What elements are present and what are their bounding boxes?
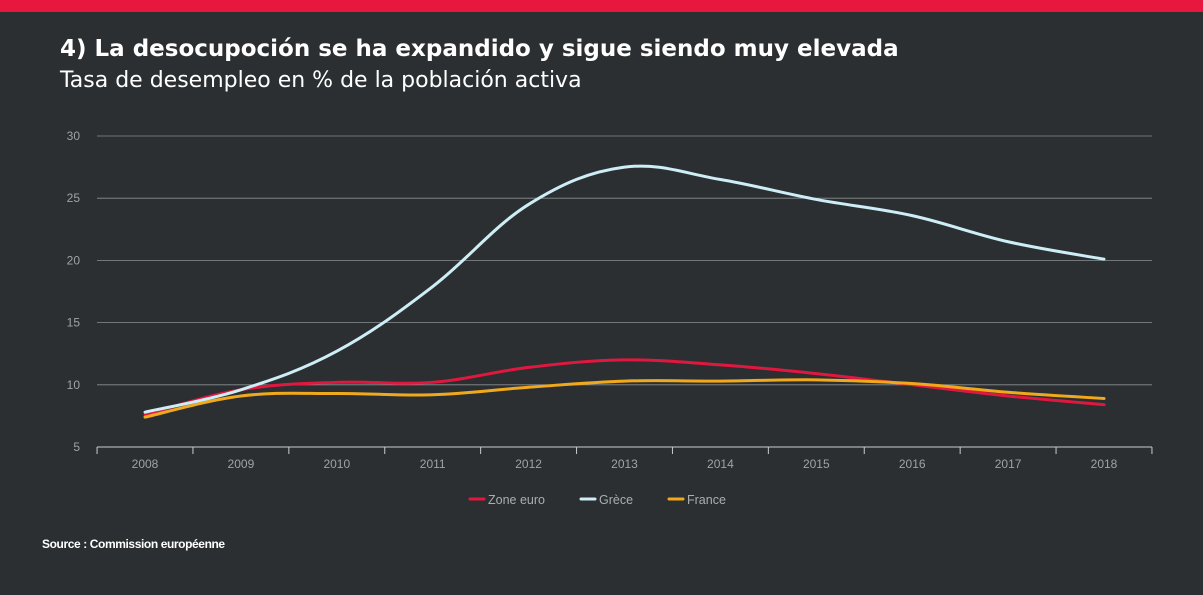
- x-tick-label: 2017: [995, 457, 1022, 471]
- series-line-zone-euro: [143, 358, 1106, 417]
- x-tick-label: 2016: [899, 457, 926, 471]
- x-tick-label: 2013: [611, 457, 638, 471]
- x-tick-label: 2018: [1091, 457, 1118, 471]
- x-tick-label: 2014: [707, 457, 734, 471]
- x-tick-label: 2011: [420, 457, 446, 471]
- source-note: Source : Commission européenne: [42, 537, 225, 551]
- chart-title: 4) La desocupoción se ha expandido y sig…: [60, 36, 899, 62]
- x-tick-label: 2010: [323, 457, 350, 471]
- series-line-france: [143, 378, 1106, 419]
- x-tick-label: 2012: [515, 457, 542, 471]
- legend-label-zone-euro: Zone euro: [488, 493, 545, 507]
- y-tick-label: 25: [67, 191, 81, 205]
- chart-subtitle: Tasa de desempleo en % de la población a…: [60, 68, 582, 93]
- y-tick-label: 30: [67, 129, 81, 143]
- x-axis: [96, 446, 1153, 454]
- x-tick-label: 2015: [803, 457, 830, 471]
- x-tick-label: 2008: [132, 457, 159, 471]
- grid-lines: [97, 135, 1152, 386]
- y-tick-label: 5: [73, 440, 80, 454]
- legend-label-france: France: [687, 493, 726, 507]
- series-lines: [143, 164, 1106, 419]
- x-tick-label: 2009: [228, 457, 255, 471]
- y-tick-label: 10: [67, 378, 81, 392]
- series-line-gr-ce: [143, 164, 1106, 414]
- x-axis-ticks: 2008 2009 2010 2011 2012 2013 2014 2015 2016 2017…: [132, 457, 1118, 471]
- y-tick-label: 20: [67, 253, 81, 267]
- legend-label-gr-ce: Grèce: [599, 493, 633, 507]
- legend: Zone euro Grèce France: [468, 493, 726, 507]
- y-tick-label: 15: [67, 316, 81, 330]
- top-accent-bar: [0, 0, 1203, 12]
- y-axis-ticks: 5 10 15 20 25 30: [67, 129, 81, 454]
